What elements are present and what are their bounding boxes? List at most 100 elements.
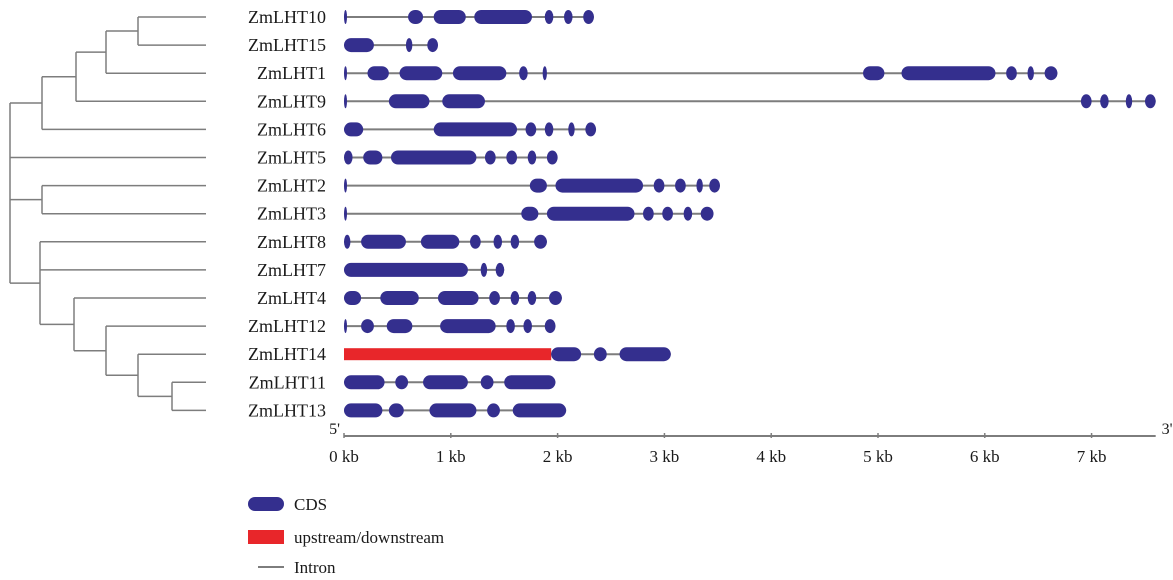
cds-block <box>510 291 520 305</box>
cds-block <box>523 319 532 334</box>
cds-block <box>344 206 347 221</box>
cds-block <box>1027 66 1034 81</box>
gene-label: ZmLHT1 <box>257 63 326 83</box>
cds-legend-swatch <box>248 497 284 511</box>
cds-block <box>527 150 537 165</box>
cds-block <box>484 150 496 165</box>
cds-block <box>489 291 500 305</box>
gene-row <box>344 66 1058 81</box>
tick-label: 1 kb <box>436 447 466 466</box>
cds-block <box>367 66 389 81</box>
cds-block <box>1145 94 1156 109</box>
cds-block <box>506 319 515 334</box>
gene-row <box>344 122 597 137</box>
legend: CDS upstream/downstream Intron <box>248 495 444 577</box>
cds-block <box>1006 66 1017 81</box>
cds-block <box>480 375 494 390</box>
cds-block <box>395 375 409 390</box>
gene-row <box>344 178 720 193</box>
cds-block <box>363 150 383 165</box>
five-prime-label: 5' <box>329 421 340 438</box>
cds-block <box>504 375 556 390</box>
gene-row <box>344 206 714 221</box>
upstream-legend-swatch <box>248 530 284 544</box>
cds-block <box>344 319 347 334</box>
cds-block <box>519 66 528 81</box>
gene-label: ZmLHT10 <box>248 7 326 27</box>
cds-block <box>544 319 556 334</box>
gene-row <box>344 375 556 390</box>
gene-row <box>344 347 671 362</box>
cds-block <box>696 178 703 193</box>
cds-block <box>1080 94 1092 109</box>
gene-row <box>344 291 562 305</box>
gene-label: ZmLHT3 <box>257 204 326 224</box>
cds-block <box>429 403 477 418</box>
cds-block <box>585 122 597 137</box>
cds-block <box>470 234 481 249</box>
cds-block <box>420 234 460 249</box>
gene-label: ZmLHT2 <box>257 176 326 196</box>
cds-block <box>399 66 443 81</box>
cds-block <box>388 403 404 418</box>
gene-row <box>344 10 594 24</box>
cds-block <box>344 94 347 109</box>
cds-block <box>901 66 996 81</box>
tick-label: 2 kb <box>543 447 573 466</box>
cds-block <box>521 206 539 221</box>
cds-block <box>405 38 413 53</box>
cds-block <box>423 375 468 390</box>
tick-label: 3 kb <box>650 447 680 466</box>
gene-label: ZmLHT6 <box>257 119 326 139</box>
cds-block <box>408 10 424 24</box>
gene-row <box>344 403 567 418</box>
cds-block <box>583 10 594 24</box>
legend-label: Intron <box>294 558 336 577</box>
tick-label: 4 kb <box>756 447 786 466</box>
cds-block <box>564 10 573 24</box>
legend-label: upstream/downstream <box>294 528 444 547</box>
cds-block <box>1044 66 1058 81</box>
cds-block <box>551 347 582 362</box>
cds-block <box>344 291 362 305</box>
gene-row <box>344 234 547 249</box>
cds-block <box>361 319 374 334</box>
gene-label: ZmLHT5 <box>257 148 326 168</box>
cds-block <box>344 178 347 193</box>
cds-block <box>433 10 466 24</box>
gene-label: ZmLHT7 <box>257 260 326 280</box>
cds-block <box>529 178 547 193</box>
gene-row <box>344 262 505 277</box>
cds-block <box>437 291 479 305</box>
cds-block <box>361 234 406 249</box>
gene-label: ZmLHT15 <box>248 35 326 55</box>
gene-label: ZmLHT4 <box>257 288 326 308</box>
cds-block <box>344 403 383 418</box>
cds-block <box>495 262 505 277</box>
cds-block <box>1100 94 1109 109</box>
tick-label: 7 kb <box>1077 447 1107 466</box>
cds-block <box>534 234 547 249</box>
cds-block <box>344 234 351 249</box>
gene-label: ZmLHT12 <box>248 316 326 336</box>
tick-label: 5 kb <box>863 447 893 466</box>
cds-block <box>662 206 673 221</box>
cds-block <box>700 206 714 221</box>
cds-block <box>510 234 520 249</box>
cds-block <box>542 66 547 81</box>
cds-block <box>452 66 507 81</box>
gene-label: ZmLHT8 <box>257 232 326 252</box>
scale-axis: 5' 3' 0 kb 1 kb 2 kb 3 kb 4 kb 5 kb 6 kb 7 kb <box>329 421 1173 466</box>
cds-block <box>386 319 413 334</box>
cds-block <box>442 94 485 109</box>
cds-block <box>388 94 430 109</box>
cds-block <box>709 178 720 193</box>
gene-structures <box>344 10 1156 418</box>
cds-block <box>546 206 635 221</box>
cds-block <box>527 291 537 305</box>
phylogenetic-tree <box>9 16 206 412</box>
cds-block <box>549 291 562 305</box>
cds-block <box>653 178 665 193</box>
cds-block <box>493 234 503 249</box>
cds-block <box>512 403 567 418</box>
